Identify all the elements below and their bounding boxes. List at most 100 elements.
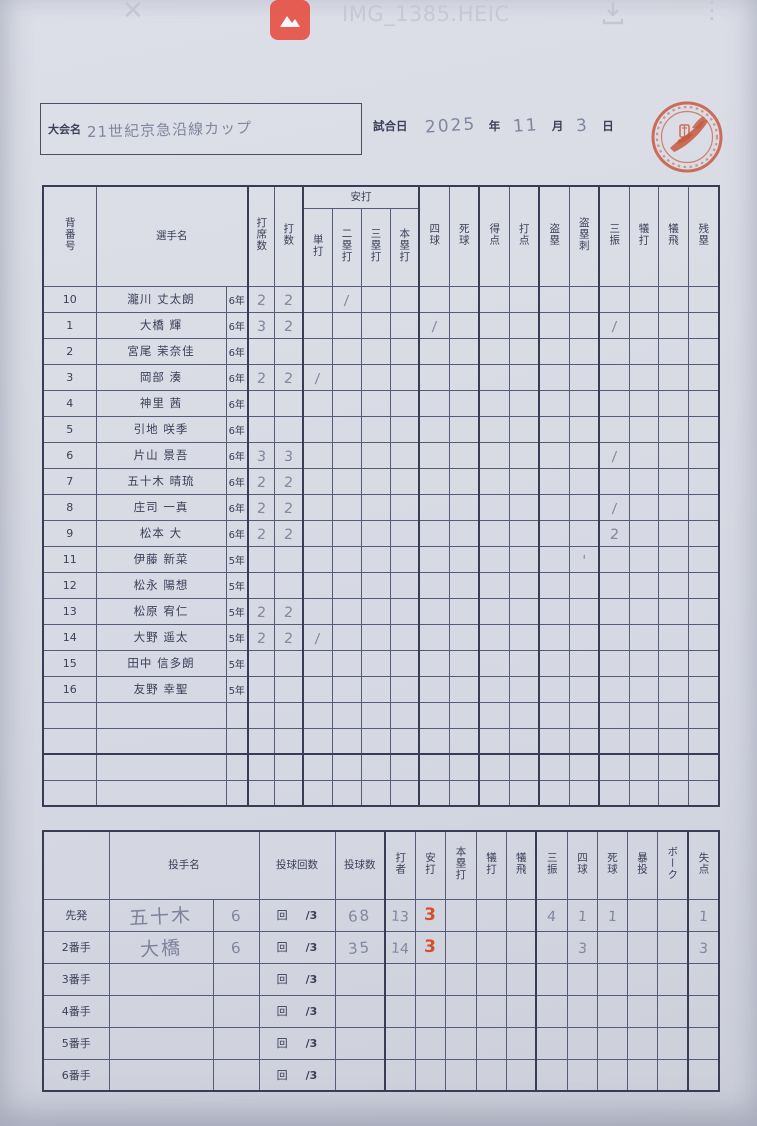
- stat-h3: [360, 493, 391, 521]
- player-grade: 6年: [225, 441, 249, 469]
- pstat-so: [535, 962, 568, 996]
- stat-sb: [538, 597, 570, 625]
- pitcher-hr-header: 本塁打: [444, 830, 477, 900]
- col-header-sb: 盗塁: [538, 185, 570, 287]
- stat-rbi: [508, 675, 540, 703]
- col-header-hbp: 死球: [448, 185, 480, 287]
- stat-h2: [331, 545, 362, 573]
- col-header-runs: 得点: [478, 185, 510, 287]
- stat-pa: [247, 779, 275, 807]
- stat-rbi: [508, 623, 540, 651]
- pitcher-role: 4番手: [42, 994, 110, 1028]
- player-name: [95, 727, 227, 755]
- stat-pa: [247, 415, 275, 443]
- stat-pa: [247, 545, 275, 573]
- pitcher-name: [108, 1026, 214, 1060]
- stat-so: [598, 363, 630, 391]
- player-number: 9: [42, 519, 97, 547]
- player-grade: 5年: [225, 545, 249, 573]
- player-grade: 6年: [225, 415, 249, 443]
- stat-h2: [331, 649, 362, 677]
- stat-lob: [687, 597, 720, 625]
- stat-h2: [331, 597, 362, 625]
- stat-r: [478, 519, 510, 547]
- player-name: [95, 753, 227, 781]
- stat-h2: [331, 441, 362, 469]
- pitcher-role: 先発: [42, 898, 110, 932]
- batting-row: 11 伊藤 新菜 5年 ': [42, 545, 720, 573]
- stat-h2: [331, 493, 362, 521]
- pstat-balk: [656, 930, 689, 964]
- pstat-so: [535, 1058, 568, 1092]
- innings-unit-cell: 回/3: [258, 930, 336, 964]
- stat-rbi: [508, 493, 540, 521]
- stat-rbi: [508, 337, 540, 365]
- player-grade: 6年: [225, 519, 249, 547]
- stat-rbi: [508, 779, 540, 807]
- pitcher-innings: 6: [212, 930, 260, 964]
- player-grade: 6年: [225, 467, 249, 495]
- stat-bb: [418, 285, 450, 313]
- stat-h2: [331, 701, 362, 729]
- stat-bb: /: [418, 311, 450, 339]
- stat-ab: [273, 753, 304, 781]
- stat-cs: [568, 701, 600, 729]
- stat-r: [478, 597, 510, 625]
- stat-rbi: [508, 311, 540, 339]
- pstat-hr: [444, 1058, 477, 1092]
- pitcher-role: 6番手: [42, 1058, 110, 1092]
- stat-hr: [389, 753, 420, 781]
- col-header-h2: 二塁打: [331, 207, 362, 287]
- tournament-name-handwritten: 21世紀京急沿線カップ: [86, 118, 253, 141]
- stat-ab: 2: [273, 519, 304, 547]
- close-icon[interactable]: ✕: [122, 0, 144, 26]
- batting-row: 3 岡部 湊 6年 2 2/: [42, 363, 720, 391]
- player-number: [42, 701, 97, 729]
- stat-sb: [538, 519, 570, 547]
- stat-cs: [568, 623, 600, 651]
- player-number: 7: [42, 467, 97, 495]
- stat-sh: [628, 597, 659, 625]
- image-thumbnail-icon[interactable]: [270, 0, 310, 40]
- batting-row-empty: [42, 779, 720, 807]
- stat-lob: [687, 363, 720, 391]
- stat-hbp: [448, 571, 480, 599]
- pitcher-innings: [212, 1026, 260, 1060]
- stat-sf: [657, 545, 689, 573]
- player-name: [95, 779, 227, 807]
- stat-hr: [389, 597, 420, 625]
- stat-sb: [538, 545, 570, 573]
- pstat-hr: [444, 1026, 477, 1060]
- stat-pa: [247, 727, 275, 755]
- pstat-sf: [505, 1026, 537, 1060]
- stat-sb: [538, 649, 570, 677]
- pstat-batters: 14: [384, 930, 416, 964]
- stat-sf: [657, 623, 689, 651]
- player-name: 瀧川 丈太朗: [95, 285, 227, 313]
- stat-r: [478, 571, 510, 599]
- player-name: 松本 大: [95, 519, 227, 547]
- stat-lob: [687, 727, 720, 755]
- stat-sh: [628, 727, 659, 755]
- stat-r: [478, 311, 510, 339]
- download-icon[interactable]: [600, 0, 626, 30]
- pstat-sf: [505, 930, 537, 964]
- stat-hbp: [448, 441, 480, 469]
- pstat-sf: [505, 994, 537, 1028]
- stat-hbp: [448, 727, 480, 755]
- stat-h2: [331, 779, 362, 807]
- stat-so: [598, 571, 630, 599]
- stat-pa: 3: [247, 311, 275, 339]
- player-number: 3: [42, 363, 97, 391]
- pstat-sh: [475, 930, 507, 964]
- stat-hr: [389, 441, 420, 469]
- pstat-hits: [414, 1026, 446, 1060]
- stat-h1: [302, 597, 333, 625]
- stat-cs: [568, 571, 600, 599]
- stat-sf: [657, 389, 689, 417]
- stat-ab: 2: [273, 285, 304, 313]
- player-grade: 6年: [225, 311, 249, 339]
- stat-rbi: [508, 597, 540, 625]
- pstat-so: [535, 930, 568, 964]
- more-menu-icon[interactable]: ⋮: [700, 0, 724, 24]
